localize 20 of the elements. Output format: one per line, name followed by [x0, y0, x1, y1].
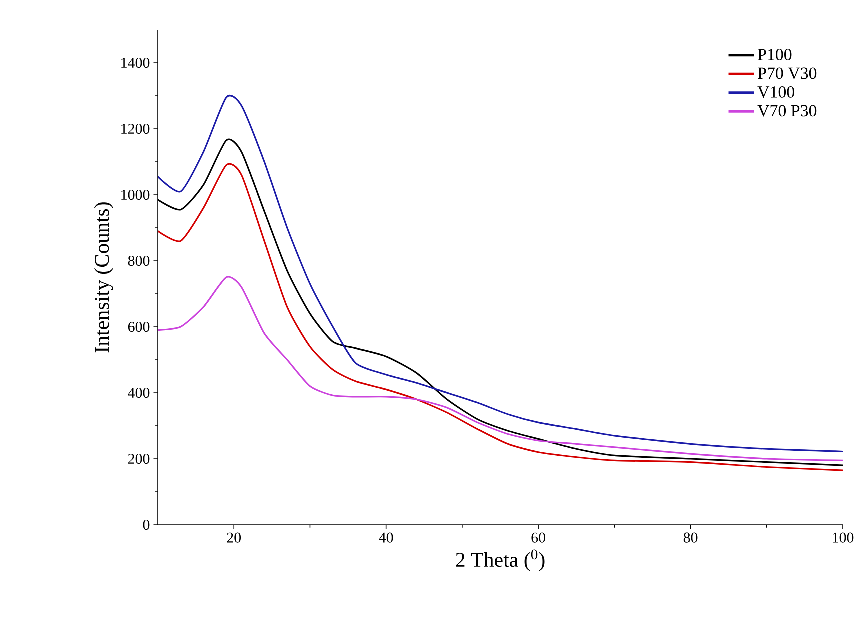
- x-axis-title: 2 Theta ($^{0}$): [456, 550, 545, 572]
- y-tick-label: 800: [128, 256, 150, 266]
- x-tick-label: 100: [833, 532, 854, 543]
- legend-label: P70 V30: [758, 68, 817, 80]
- y-tick-label: 1400: [122, 58, 150, 68]
- y-tick-label: 0: [143, 520, 150, 530]
- y-tick-label: 400: [128, 388, 150, 398]
- legend-label: P100: [758, 49, 792, 60]
- x-tick-label: 80: [684, 532, 698, 543]
- y-tick-label: 1000: [122, 190, 150, 200]
- legend-label: V100: [758, 86, 795, 98]
- x-tick-label: 60: [532, 532, 546, 543]
- y-tick-label: 600: [128, 322, 150, 332]
- y-tick-label: 1200: [122, 124, 150, 134]
- legend-label: V70 P30: [758, 105, 817, 117]
- y-axis-title: Intensity (Counts): [94, 202, 114, 353]
- x-tick-label: 20: [227, 532, 242, 543]
- line-series: [158, 276, 844, 462]
- x-tick-label: 40: [379, 532, 394, 543]
- y-tick-label: 200: [128, 454, 150, 464]
